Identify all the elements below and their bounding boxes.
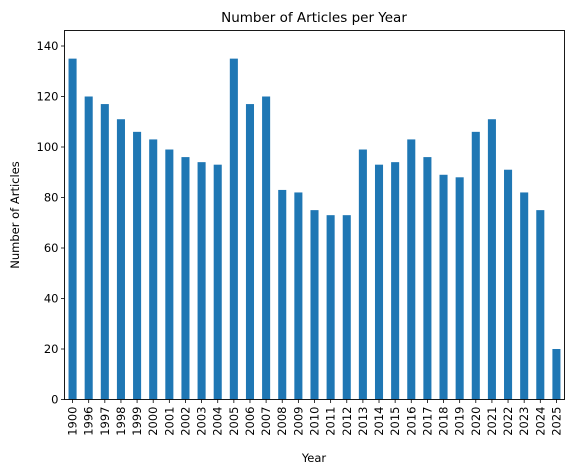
x-tick-label-2012: 2012 <box>340 407 354 436</box>
x-tick-label-2020: 2020 <box>469 407 483 436</box>
bar-2023 <box>520 192 529 400</box>
y-tick-label-60: 60 <box>44 241 59 255</box>
bar-2025 <box>552 349 561 400</box>
x-tick-label-2011: 2011 <box>324 407 338 436</box>
bar-2010 <box>310 210 319 400</box>
x-tick-label-2008: 2008 <box>275 407 289 436</box>
y-tick-label-100: 100 <box>37 140 59 154</box>
y-tick-label-120: 120 <box>37 90 59 104</box>
x-tick-label-2025: 2025 <box>549 407 563 436</box>
x-tick-label-2009: 2009 <box>291 407 305 436</box>
x-tick-label-2024: 2024 <box>533 407 547 436</box>
x-tick-label-2015: 2015 <box>388 407 402 436</box>
bar-2018 <box>439 174 448 400</box>
bar-2007 <box>262 96 271 400</box>
x-tick-label-2001: 2001 <box>162 407 176 436</box>
x-tick-label-2010: 2010 <box>308 407 322 436</box>
bar-2014 <box>374 164 384 400</box>
x-tick-label-1996: 1996 <box>82 407 96 436</box>
y-axis-label: Number of Articles <box>8 161 22 268</box>
bar-2003 <box>197 162 206 400</box>
bar-1998 <box>116 119 125 400</box>
x-tick-label-2007: 2007 <box>259 407 273 436</box>
bar-1999 <box>133 131 142 400</box>
y-tick-label-140: 140 <box>37 39 59 53</box>
x-tick-label-1999: 1999 <box>130 407 144 436</box>
bar-2006 <box>245 104 255 400</box>
bars-group <box>68 58 561 400</box>
x-tick-label-2004: 2004 <box>211 407 225 436</box>
bar-2004 <box>213 164 222 400</box>
y-tick-label-80: 80 <box>44 191 59 205</box>
x-tick-label-1900: 1900 <box>66 407 80 436</box>
chart-title: Number of Articles per Year <box>221 10 407 26</box>
bar-2016 <box>407 139 416 400</box>
y-axis-ticks: 0 20 40 60 80 100 120 140 <box>37 39 65 407</box>
bar-2021 <box>487 119 496 400</box>
x-tick-label-2021: 2021 <box>485 407 499 436</box>
bar-2022 <box>504 169 513 400</box>
bar-2001 <box>165 149 174 400</box>
bar-2012 <box>342 215 351 400</box>
y-tick-label-40: 40 <box>44 292 59 306</box>
bar-2020 <box>471 131 480 400</box>
bar-2000 <box>149 139 158 400</box>
bar-2015 <box>391 162 400 400</box>
x-tick-label-2019: 2019 <box>453 407 467 436</box>
bar-2017 <box>423 157 432 400</box>
bar-2009 <box>294 192 303 400</box>
x-tick-label-2022: 2022 <box>501 407 515 436</box>
bar-2011 <box>326 215 335 400</box>
x-tick-label-2023: 2023 <box>517 407 531 436</box>
bar-2002 <box>181 157 190 400</box>
x-tick-label-2000: 2000 <box>146 407 160 436</box>
bar-2013 <box>358 149 367 400</box>
bar-2019 <box>455 177 464 400</box>
bar-1900 <box>68 58 77 400</box>
x-tick-label-1997: 1997 <box>98 407 112 436</box>
x-tick-label-2013: 2013 <box>356 407 370 436</box>
x-tick-label-2014: 2014 <box>372 407 386 436</box>
x-tick-label-2005: 2005 <box>227 407 241 436</box>
plot-frame <box>64 30 565 400</box>
x-tick-label-2006: 2006 <box>243 407 257 436</box>
y-tick-label-20: 20 <box>44 342 59 356</box>
x-tick-label-2003: 2003 <box>195 407 209 436</box>
x-tick-label-2017: 2017 <box>420 407 434 436</box>
x-tick-label-2018: 2018 <box>437 407 451 436</box>
x-tick-label-1998: 1998 <box>114 407 128 436</box>
x-tick-label-2016: 2016 <box>404 407 418 436</box>
bar-2024 <box>536 210 545 400</box>
x-axis-ticks: 1900 1996 1997 1998 1999 2000 2001 2002 2003 2004… <box>66 399 563 436</box>
bar-1996 <box>84 96 93 400</box>
x-tick-label-2002: 2002 <box>178 407 192 436</box>
y-tick-label-0: 0 <box>51 393 58 407</box>
bar-2008 <box>278 189 287 400</box>
bar-2005 <box>229 58 238 400</box>
bar-1997 <box>100 104 109 400</box>
x-axis-label: Year <box>301 451 327 465</box>
